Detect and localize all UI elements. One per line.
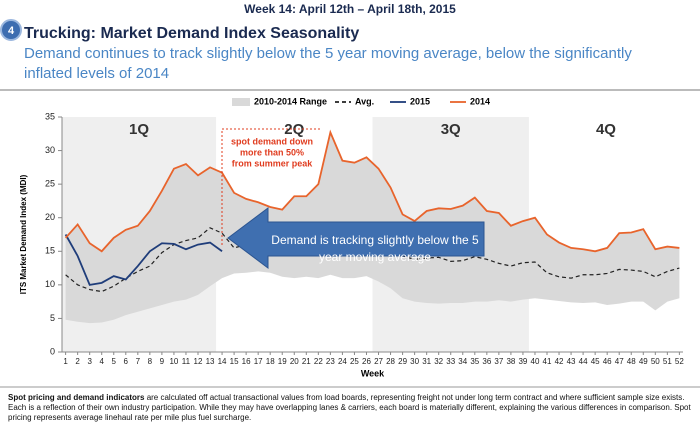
x-tick-label: 9: [160, 357, 165, 366]
footnote-text: are calculated off actual transactional …: [8, 393, 691, 422]
x-tick-label: 3: [87, 357, 92, 366]
x-tick-label: 13: [206, 357, 215, 366]
x-tick-label: 27: [374, 357, 383, 366]
x-tick-label: 52: [675, 357, 684, 366]
x-tick-label: 25: [350, 357, 359, 366]
x-tick-label: 12: [194, 357, 203, 366]
series-line: [64, 234, 223, 286]
callout-text: year moving average: [319, 250, 431, 264]
x-tick-label: 41: [543, 357, 552, 366]
x-tick-label: 30: [410, 357, 419, 366]
x-tick-label: 51: [663, 357, 672, 366]
quarter-label: 1Q: [129, 121, 149, 138]
x-tick-label: 20: [290, 357, 299, 366]
series-line: [64, 129, 680, 253]
note-text: more than 50%: [240, 147, 304, 157]
x-tick-label: 5: [112, 357, 117, 366]
x-tick-label: 26: [362, 357, 371, 366]
x-tick-label: 1: [63, 357, 68, 366]
y-tick-label: 10: [45, 279, 55, 289]
x-tick-label: 7: [136, 357, 141, 366]
x-tick-label: 17: [254, 357, 263, 366]
x-tick-label: 16: [242, 357, 251, 366]
note-text: from summer peak: [232, 158, 314, 168]
x-axis-label: Week: [361, 368, 385, 378]
x-tick-label: 14: [218, 357, 227, 366]
legend-label: 2010-2014 Range: [254, 96, 327, 106]
title: Trucking: Market Demand Index Seasonalit…: [24, 25, 359, 42]
x-tick-label: 36: [482, 357, 491, 366]
header: Week 14: April 12th – April 18th, 2015: [244, 2, 456, 16]
x-tick-label: 18: [266, 357, 275, 366]
x-tick-label: 35: [470, 357, 479, 366]
badge-circle: [0, 19, 22, 41]
y-tick-label: 0: [50, 346, 55, 356]
x-tick-label: 29: [398, 357, 407, 366]
x-tick-label: 22: [314, 357, 323, 366]
x-tick-label: 44: [579, 357, 588, 366]
x-tick-label: 48: [627, 357, 636, 366]
callout-arrow: [227, 207, 485, 269]
x-tick-label: 24: [338, 357, 347, 366]
y-axis-label: ITS Market Demand Index (MDI): [19, 174, 28, 294]
x-tick-label: 6: [124, 357, 129, 366]
footnote: Spot pricing and demand indicators are c…: [8, 393, 694, 423]
x-tick-label: 42: [555, 357, 564, 366]
legend-swatch: [232, 98, 250, 106]
y-tick-label: 15: [45, 246, 55, 256]
x-tick-label: 15: [230, 357, 239, 366]
y-tick-label: 35: [45, 111, 55, 121]
x-tick-label: 23: [326, 357, 335, 366]
x-tick-label: 4: [99, 357, 104, 366]
x-tick-label: 31: [422, 357, 431, 366]
x-tick-label: 19: [278, 357, 287, 366]
legend-label: Avg.: [355, 96, 374, 106]
x-tick-label: 49: [639, 357, 648, 366]
x-tick-label: 28: [386, 357, 395, 366]
subtitle: Demand continues to track slightly below…: [24, 45, 632, 62]
x-tick-label: 8: [148, 357, 153, 366]
x-tick-label: 43: [567, 357, 576, 366]
note-border: [221, 128, 322, 245]
badge: 4: [8, 25, 15, 37]
x-tick-label: 34: [458, 357, 467, 366]
y-tick-label: 30: [45, 145, 55, 155]
x-tick-label: 32: [434, 357, 443, 366]
x-tick-label: 21: [302, 357, 311, 366]
x-tick-label: 38: [506, 357, 515, 366]
x-tick-label: 40: [531, 357, 540, 366]
x-tick-label: 33: [446, 357, 455, 366]
legend-label: 2014: [470, 96, 490, 106]
x-tick-label: 11: [182, 357, 191, 366]
quarter-label: 3Q: [441, 121, 461, 138]
x-tick-label: 46: [603, 357, 612, 366]
x-tick-label: 47: [615, 357, 624, 366]
quarter-label: 4Q: [596, 121, 616, 138]
y-tick-label: 25: [45, 179, 55, 189]
x-tick-label: 39: [518, 357, 527, 366]
x-tick-label: 10: [169, 357, 178, 366]
x-tick-label: 50: [651, 357, 660, 366]
x-tick-label: 37: [494, 357, 503, 366]
footnote-bold: Spot pricing and demand indicators: [8, 393, 145, 402]
x-tick-label: 45: [591, 357, 600, 366]
x-tick-label: 2: [75, 357, 80, 366]
callout-text: Demand is tracking slightly below the 5: [271, 233, 479, 247]
y-tick-label: 20: [45, 212, 55, 222]
legend-label: 2015: [410, 96, 430, 106]
subtitle: inflated levels of 2014: [24, 65, 169, 82]
note-text: spot demand down: [231, 136, 313, 146]
y-tick-label: 5: [50, 313, 55, 323]
series-line: [65, 223, 680, 293]
